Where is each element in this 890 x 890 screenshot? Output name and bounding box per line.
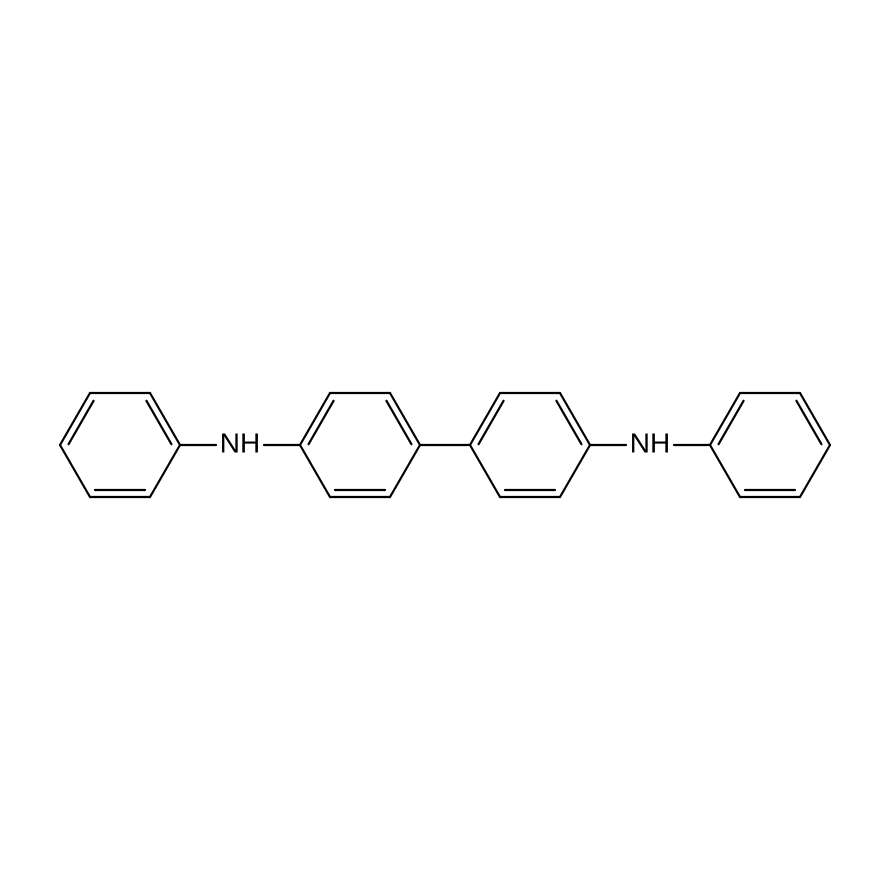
atom-label: NH <box>630 427 670 458</box>
bond-line <box>560 393 590 445</box>
bond-line <box>300 393 330 445</box>
bond-line <box>60 393 90 445</box>
bond-line <box>710 445 740 497</box>
bond-line <box>150 393 180 445</box>
bond-line <box>800 445 830 497</box>
bond-line <box>470 393 500 445</box>
bond-line <box>800 393 830 445</box>
bond-line <box>390 393 420 445</box>
bond-line <box>470 445 500 497</box>
molecule-canvas: NH NH <box>0 0 890 890</box>
atom-label: NH <box>220 427 260 458</box>
bond-line <box>300 445 330 497</box>
bond-line <box>560 445 590 497</box>
bond-line <box>150 445 180 497</box>
bond-line <box>390 445 420 497</box>
bond-line <box>710 393 740 445</box>
bond-line <box>60 445 90 497</box>
